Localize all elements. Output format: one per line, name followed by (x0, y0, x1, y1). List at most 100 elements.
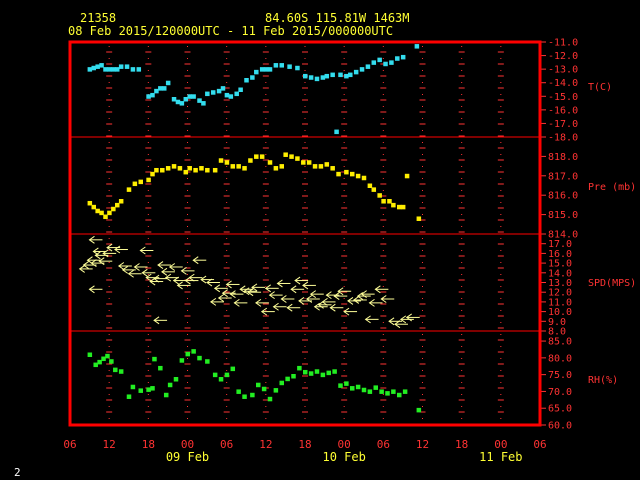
temperature-point (238, 87, 243, 92)
pressure-point (111, 206, 116, 212)
pressure-point (367, 183, 373, 188)
temperature-tick-label: -15.0 (548, 92, 578, 103)
humidity-point (397, 392, 402, 398)
pressure-point (99, 210, 104, 216)
wind-arrow (264, 284, 279, 293)
pressure-point (87, 200, 93, 206)
wind-arrow (360, 290, 375, 299)
humidity-point (344, 381, 349, 386)
humidity-point (212, 372, 218, 378)
temperature-point (197, 98, 202, 103)
temperature-point (118, 64, 124, 69)
humidity-point (320, 372, 326, 378)
wind-arrow-head (184, 276, 191, 285)
pressure-point (242, 166, 247, 171)
temperature-point (308, 75, 314, 80)
pressure-point (150, 171, 155, 177)
pressure-point (404, 173, 410, 179)
wind-arrow-head (106, 243, 113, 252)
wind-arrow-head (305, 295, 313, 303)
temperature-point (359, 67, 365, 72)
wind-arrow (290, 285, 305, 294)
temperature-point (162, 86, 167, 91)
wind-arrow-head (176, 281, 183, 290)
temperature-point (136, 67, 142, 72)
wind-arrow-head (405, 313, 412, 322)
wind-tick-label: 9.0 (548, 317, 566, 328)
pressure-point (236, 164, 241, 169)
wind-tick-label: 16.0 (548, 249, 572, 260)
temperature-point (107, 67, 112, 72)
wind-arrow-head (239, 285, 246, 294)
wind-arrow-head (164, 273, 172, 282)
pressure-point (289, 154, 294, 159)
humidity-point (261, 386, 267, 392)
pressure-tick-label: 816.0 (548, 191, 578, 202)
wind-arrow-head (229, 290, 236, 299)
temperature-point (175, 99, 181, 105)
wind-arrow-head (88, 285, 95, 294)
temperature-point (111, 67, 116, 72)
wind-arrow-head (153, 274, 160, 283)
pressure-point (397, 204, 402, 210)
wind-arrow-head (192, 256, 199, 265)
wind-arrow-head (88, 235, 95, 244)
temperature-point (220, 86, 226, 91)
wind-arrow-head (139, 246, 146, 255)
wind-arrow (333, 292, 348, 300)
wind-arrow-head (141, 268, 148, 277)
pressure-point (301, 160, 306, 165)
pressure-point (91, 204, 96, 210)
wind-arrow-head (243, 287, 250, 296)
wind-arrow (272, 302, 287, 311)
humidity-point (308, 371, 314, 376)
humidity-tick-label: 80.0 (548, 353, 572, 364)
temperature-point (210, 90, 216, 95)
pressure-tick-label: 818.0 (548, 152, 578, 163)
wind-arrow-head (360, 290, 367, 299)
x-tick-label: 00 (181, 438, 194, 451)
temperature-point (279, 63, 284, 68)
wind-arrow (325, 291, 340, 300)
temperature-point (365, 64, 371, 69)
humidity-point (256, 382, 261, 388)
wind-arrow (352, 296, 367, 304)
wind-arrow-head (364, 315, 371, 324)
wind-arrow-head (325, 291, 332, 300)
temperature-point (179, 101, 185, 106)
wind-tick-label: 17.0 (548, 239, 572, 250)
humidity-point (367, 389, 373, 394)
wind-arrow (247, 288, 262, 297)
wind-arrow-head (121, 265, 129, 274)
wind-arrow-head (298, 297, 305, 305)
wind-arrow (229, 290, 244, 299)
plot-frame (68, 40, 542, 427)
temperature-point (228, 94, 234, 99)
wind-arrow (157, 261, 171, 269)
wind-arrow (286, 303, 301, 312)
humidity-point (158, 365, 163, 371)
temperature-point (130, 67, 136, 72)
humidity-point (97, 359, 102, 365)
temperature-point (383, 61, 388, 67)
temperature-point (314, 76, 320, 82)
wind-arrow-head (368, 298, 375, 307)
temperature-point (234, 91, 239, 97)
pressure-point (324, 162, 330, 167)
humidity-point (163, 392, 169, 398)
humidity-point (130, 384, 136, 390)
temperature-point (320, 75, 326, 80)
temperature-point (115, 67, 120, 72)
humidity-point (191, 349, 196, 354)
wind-arrow-head (82, 261, 89, 269)
wind-arrow-head (276, 279, 283, 288)
wind-arrow-head (329, 303, 336, 312)
temperature-point (154, 88, 159, 94)
wind-arrow (321, 297, 336, 306)
wind-arrow (121, 265, 136, 274)
temperature-axis-label: T(C) (588, 82, 612, 93)
wind-arrow-head (133, 263, 140, 271)
temperature-point (295, 65, 300, 71)
wind-arrow (380, 295, 395, 303)
x-tick-label: 12 (259, 438, 272, 451)
